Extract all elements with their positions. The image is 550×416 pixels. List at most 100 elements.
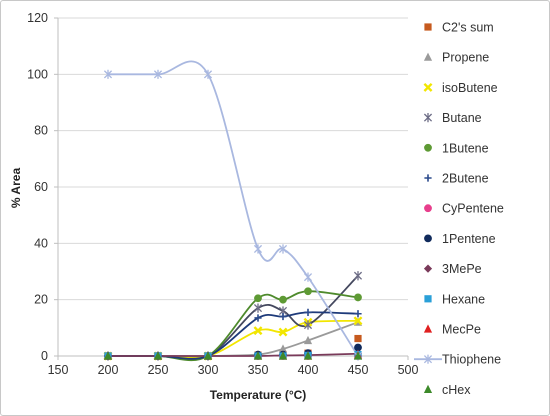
point-c2-s-sum: [354, 334, 362, 343]
x-tick-label: 350: [248, 363, 269, 377]
trend-lines: [108, 60, 359, 362]
y-tick-label: 40: [34, 236, 48, 250]
point-isobutene: [253, 326, 263, 336]
legend-label: 3MePe: [442, 262, 482, 276]
legend-marker: [423, 264, 433, 273]
point-chex: [353, 351, 363, 360]
marker-stroke: [278, 244, 288, 254]
point-butane: [353, 271, 363, 281]
legend-marker: [424, 23, 432, 31]
legend-marker: [423, 324, 433, 333]
point-thiophene: [303, 272, 313, 282]
trend-line-butane: [108, 275, 359, 361]
point-1butene: [304, 287, 312, 296]
marker-stroke: [303, 320, 313, 330]
legend-label: 1Butene: [442, 141, 489, 155]
point-2butene: [279, 312, 287, 321]
marker-stroke: [254, 314, 262, 322]
point-chex: [303, 351, 313, 360]
marker-stroke: [423, 82, 433, 92]
point-chex: [203, 351, 213, 360]
marker-stroke: [424, 174, 432, 182]
x-tick-label: 400: [298, 363, 319, 377]
legend-item-thiophene: Thiophene: [414, 353, 501, 367]
data-markers: [103, 69, 363, 361]
x-tick-label: 450: [348, 363, 369, 377]
marker-stroke: [278, 327, 288, 337]
point-thiophene: [153, 69, 163, 79]
point-1butene: [354, 293, 362, 302]
point-2butene: [254, 314, 262, 322]
legend-item-propene: Propene: [423, 51, 489, 65]
trend-line-1butene: [108, 290, 359, 362]
legend-marker: [424, 295, 432, 303]
legend-label: Hexane: [442, 292, 485, 306]
legend-label: 2Butene: [442, 172, 489, 186]
marker-stroke: [304, 308, 312, 316]
y-tick-label: 80: [34, 124, 48, 138]
y-tick-label: 60: [34, 180, 48, 194]
point-thiophene: [103, 69, 113, 79]
legend-marker: [424, 143, 432, 152]
point-1butene: [279, 295, 287, 304]
legend-item-2butene: 2Butene: [424, 172, 489, 186]
legend-marker: [423, 354, 433, 364]
marker-stroke: [253, 244, 263, 254]
legend-item-mecpe: MecPe: [423, 323, 481, 337]
legend-label: Propene: [442, 51, 489, 65]
marker-stroke: [423, 354, 433, 364]
point-butane: [303, 320, 313, 330]
point-2butene: [304, 308, 312, 316]
marker-stroke: [253, 326, 263, 336]
legend-marker: [423, 82, 433, 92]
marker-stroke: [203, 69, 213, 79]
legend-item-chex: cHex: [423, 383, 471, 397]
point-propene: [303, 335, 313, 345]
marker-stroke: [153, 69, 163, 79]
point-chex: [253, 351, 263, 360]
x-tick-label: 250: [148, 363, 169, 377]
y-axis-title: % Area: [9, 168, 23, 209]
legend-item-butane: Butane: [423, 111, 482, 125]
legend-item-1pentene: 1Pentene: [424, 232, 496, 246]
y-tick-label: 100: [27, 67, 48, 81]
axes: [54, 17, 409, 360]
legend-item-c2-s-sum: C2's sum: [424, 21, 494, 35]
legend-item-1butene: 1Butene: [424, 141, 489, 155]
x-tick-label: 200: [98, 363, 119, 377]
marker-stroke: [279, 312, 287, 321]
point-thiophene: [278, 244, 288, 254]
x-tick-label: 150: [48, 363, 69, 377]
point-isobutene: [353, 316, 363, 326]
point-chex: [278, 351, 288, 360]
point-thiophene: [203, 69, 213, 79]
legend-item-3mepe: 3MePe: [423, 262, 482, 276]
point-butane: [253, 303, 263, 313]
x-tick-label: 300: [198, 363, 219, 377]
legend-marker: [423, 384, 433, 393]
marker-stroke: [354, 310, 362, 318]
legend-label: cHex: [442, 383, 471, 397]
point-chex: [103, 351, 113, 360]
x-tick-label: 500: [398, 363, 419, 377]
marker-stroke: [253, 303, 263, 313]
point-1butene: [254, 294, 262, 303]
legend-label: isoButene: [442, 81, 498, 95]
legend-marker: [423, 113, 433, 123]
legend-marker: [424, 174, 432, 182]
legend-label: CyPentene: [442, 202, 504, 216]
point-chex: [153, 351, 163, 360]
legend-marker: [424, 234, 432, 243]
legend-label: MecPe: [442, 323, 481, 337]
legend-marker: [423, 52, 433, 61]
point-2butene: [354, 310, 362, 318]
point-1pentene: [354, 343, 362, 352]
point-thiophene: [253, 244, 263, 254]
marker-stroke: [423, 113, 433, 123]
x-axis-title: Temperature (°C): [210, 388, 307, 402]
point-isobutene: [278, 327, 288, 337]
legend-label: Butane: [442, 111, 482, 125]
legend-marker: [424, 204, 432, 213]
